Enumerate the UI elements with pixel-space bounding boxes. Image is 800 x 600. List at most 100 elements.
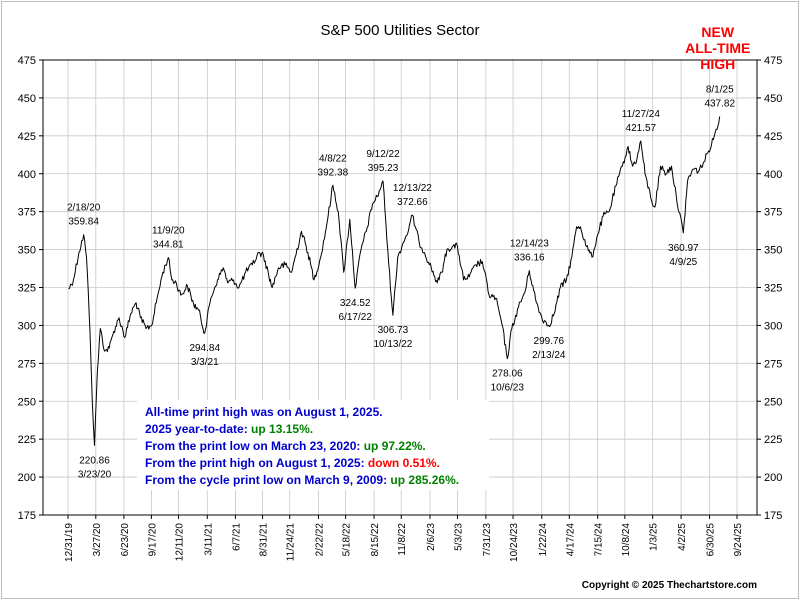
annotation-line-2: 421.57 [626,123,657,134]
callout-line: ALL-TIME [685,40,750,56]
annotation: 299.76 2/13/24 [532,336,566,361]
x-tick-label: 7/31/23 [482,523,493,557]
callout-line: HIGH [700,56,735,72]
x-tick-label: 11/24/21 [286,523,297,562]
y-tick-label-right: 425 [764,131,782,143]
annotation-line-1: 12/14/23 [510,239,549,250]
x-tick-label: 9/24/25 [733,523,744,557]
annotation-line-1: 299.76 [534,336,565,347]
y-tick-label-right: 250 [764,396,782,408]
x-tick-label: 6/23/20 [120,523,131,557]
y-tick-label-right: 225 [764,434,782,446]
x-tick-label: 4/17/24 [565,523,576,557]
y-tick-label-right: 350 [764,245,782,257]
annotation: 294.84 3/3/21 [189,343,220,368]
x-tick-label: 1/3/25 [649,523,660,551]
notes-box: All-time print high was on August 1, 202… [137,400,489,490]
x-tick-label: 7/15/24 [594,523,605,557]
annotation-line-2: 3/23/20 [78,469,112,480]
note-line: From the print high on August 1, 2025: d… [145,456,440,470]
y-axis-left: 175 200 225 250 275 300 325 350 375 400 425 450 475 [18,55,43,522]
note-segment: down 0.51%. [368,456,440,470]
y-tick-label-left: 250 [18,396,36,408]
y-tick-label-right: 375 [764,207,782,219]
y-axis-right: 175 200 225 250 275 300 325 350 375 400 425 450 475 [757,55,782,522]
y-tick-label-left: 275 [18,358,36,370]
x-tick-label: 6/30/25 [706,523,717,557]
y-tick-label-right: 175 [764,510,782,522]
note-segment: 2025 year-to-date: [145,422,251,436]
annotation: 9/12/22 395.23 [366,149,400,174]
annotation-line-1: 4/8/22 [319,153,347,164]
x-tick-label: 3/11/21 [203,523,214,556]
x-tick-label: 12/11/20 [175,523,186,562]
x-axis: 12/31/19 3/27/20 6/23/20 9/17/20 12/11/20 3/1… [64,515,744,562]
annotation: 306.73 10/13/22 [373,325,412,350]
y-tick-label-left: 425 [18,131,36,143]
chart-title: S&P 500 Utilities Sector [321,22,480,39]
x-tick-label: 9/17/20 [147,523,158,557]
annotation-line-1: 306.73 [378,325,409,336]
annotation-line-1: 324.52 [340,298,371,309]
y-tick-label-left: 450 [18,93,36,105]
note-segment: up 285.26%. [390,473,459,487]
x-tick-label: 8/15/22 [370,523,381,557]
annotation: 360.97 4/9/25 [668,243,699,268]
annotation-line-1: 12/13/22 [393,183,432,194]
annotation-line-2: 392.38 [318,167,349,178]
annotation-line-1: 11/9/20 [152,225,185,236]
y-tick-label-right: 325 [764,283,782,295]
annotation-line-1: 9/12/22 [366,149,400,160]
y-tick-label-right: 450 [764,93,782,105]
annotation-line-2: 4/9/25 [669,257,697,268]
series-layer [68,116,721,446]
annotation: 12/13/22 372.66 [393,183,432,208]
annotation-line-1: 278.06 [492,369,523,380]
annotation: 220.86 3/23/20 [78,455,112,480]
y-tick-label-left: 475 [18,55,36,67]
y-tick-label-right: 200 [764,472,782,484]
annotation-line-2: 344.81 [153,239,184,250]
annotation: 4/8/22 392.38 [318,153,349,178]
note-line: From the print low on March 23, 2020: up… [145,439,426,453]
note-segment: From the print low on March 23, 2020: [145,439,364,453]
annotation-line-2: 3/3/21 [191,357,219,368]
x-tick-label: 2/6/23 [426,523,437,551]
annotation: 2/18/20 359.84 [67,203,101,228]
y-tick-label-left: 300 [18,320,36,332]
x-tick-label: 4/2/25 [677,523,688,551]
callout-line: NEW [701,24,734,40]
x-tick-label: 10/8/24 [621,523,632,557]
note-line: 2025 year-to-date: up 13.15%. [145,422,313,436]
y-tick-label-left: 350 [18,245,36,257]
note-segment: up 13.15%. [251,422,313,436]
annotation-line-1: 294.84 [189,343,220,354]
note-line: From the cycle print low on March 9, 200… [145,473,459,487]
note-segment: From the print high on August 1, 2025: [145,456,368,470]
annotation-line-1: 11/27/24 [622,109,661,120]
annotation-line-2: 6/17/22 [339,312,373,323]
annotation-line-2: 10/13/22 [373,339,412,350]
annotation: 11/27/24 421.57 [622,109,661,134]
y-tick-label-left: 325 [18,283,36,295]
copyright: Copyright © 2025 Thechartstore.com [582,580,757,591]
y-tick-label-left: 375 [18,207,36,219]
annotation-line-1: 8/1/25 [706,84,734,95]
annotations: 2/18/20 359.84 220.86 3/23/20 11/9/20 344.81 2… [67,84,736,480]
y-tick-label-left: 225 [18,434,36,446]
annotation: 324.52 6/17/22 [339,298,373,323]
x-tick-label: 2/22/22 [314,523,325,557]
x-tick-label: 1/22/24 [538,523,549,557]
x-tick-label: 5/3/23 [453,523,464,551]
x-tick-label: 5/18/22 [342,523,353,557]
y-tick-label-left: 175 [18,510,36,522]
x-tick-label: 3/27/20 [92,523,103,557]
x-tick-label: 11/8/22 [397,523,408,556]
y-tick-label-right: 300 [764,320,782,332]
annotation-line-2: 395.23 [368,163,399,174]
annotation-line-2: 10/6/23 [491,383,525,394]
y-tick-label-left: 200 [18,472,36,484]
y-tick-label-left: 400 [18,169,36,181]
